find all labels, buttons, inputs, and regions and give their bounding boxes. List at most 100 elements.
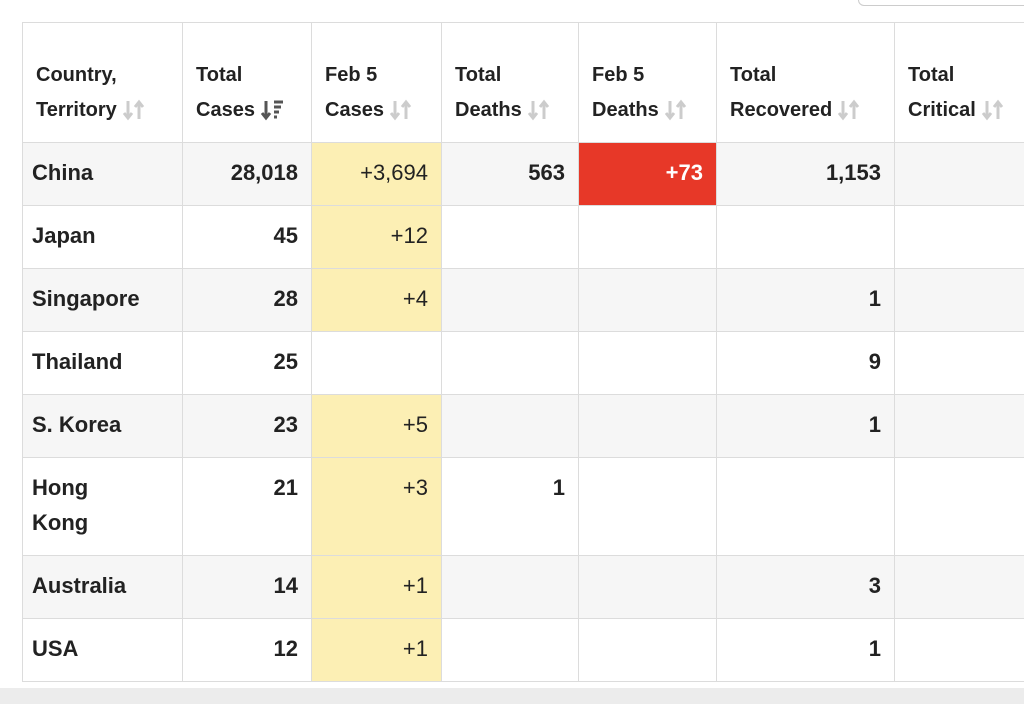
cell-text: +1 [402, 636, 428, 661]
value-cell [578, 555, 717, 619]
country-cell: China [22, 142, 183, 206]
value-cell: 1 [716, 394, 895, 458]
column-header[interactable]: Total Deaths [441, 22, 579, 143]
header-label: Total Deaths [455, 58, 522, 128]
value-cell: +3 [311, 457, 442, 556]
scrollbar[interactable] [0, 688, 1024, 704]
value-cell: 28 [182, 268, 312, 332]
table-row: China 28,018 +3,694 563 +73 1,153 3,859 [22, 142, 1024, 206]
value-cell [311, 331, 442, 395]
value-cell: +73 [578, 142, 717, 206]
table-row: Hong Kong 21 +3 1 [22, 457, 1024, 556]
value-cell: 1,153 [716, 142, 895, 206]
country-cell: USA [22, 618, 183, 682]
table-row: USA 12 +1 1 [22, 618, 1024, 682]
table-row: Thailand 25 91 [22, 331, 1024, 395]
header-label: Total Cases [196, 58, 255, 128]
cell-text: +12 [390, 223, 428, 248]
value-cell [441, 331, 579, 395]
cell-text: 28,018 [230, 160, 298, 185]
table-row: Japan 45 +12 [22, 205, 1024, 269]
header-line: Cases [325, 99, 384, 121]
cell-text: 21 [273, 475, 298, 500]
column-header[interactable]: Total Cases [182, 22, 312, 143]
header-label: Feb 5 Cases [325, 58, 384, 128]
header-line: Territory [36, 99, 117, 121]
sort-icon[interactable] [122, 98, 147, 122]
cell-text: 1 [552, 475, 565, 500]
value-cell: 3,859 [894, 142, 1024, 206]
cell-text: 25 [273, 349, 298, 374]
header-line: Feb 5 [592, 64, 645, 86]
table-row: Singapore 28 +4 1 [22, 268, 1024, 332]
column-header[interactable]: Total Recovered [716, 22, 895, 143]
table-body: China 28,018 +3,694 563 +73 1,153 3,859 Japan 45… [22, 142, 1024, 682]
value-cell [578, 394, 717, 458]
header-line: Total [455, 64, 502, 86]
sort-icon[interactable] [664, 98, 689, 122]
value-cell: 1 [716, 618, 895, 682]
header-line: Deaths [592, 99, 659, 121]
cell-text: 3 [868, 573, 881, 598]
header-line: Deaths [455, 99, 522, 121]
cell-text: +3 [402, 475, 428, 500]
header-label: Total Critical [908, 58, 976, 128]
value-cell [894, 457, 1024, 556]
value-cell: 45 [182, 205, 312, 269]
cell-text: Australia [32, 573, 127, 598]
value-cell [716, 457, 895, 556]
sort-icon[interactable] [260, 98, 285, 122]
header-row: Country, Territory Total Cases Feb 5 Cases Tot… [22, 22, 1024, 143]
value-cell: 21 [182, 457, 312, 556]
cases-table: Country, Territory Total Cases Feb 5 Cases Tot… [22, 22, 1024, 682]
header-label: Country, Territory [36, 58, 117, 128]
country-cell: Hong Kong [22, 457, 183, 556]
cell-text: +1 [402, 573, 428, 598]
value-cell: 23 [182, 394, 312, 458]
value-cell [441, 205, 579, 269]
value-cell [894, 618, 1024, 682]
value-cell [894, 268, 1024, 332]
header-line: Recovered [730, 99, 833, 121]
column-header[interactable]: Country, Territory [22, 22, 183, 143]
column-header[interactable]: Total Critical [894, 22, 1024, 143]
table-container: Country, Territory Total Cases Feb 5 Cases Tot… [22, 22, 1024, 688]
header-line: Total [196, 64, 243, 86]
sort-icon[interactable] [527, 98, 552, 122]
cell-text: 1 [868, 636, 881, 661]
cell-text: 9 [868, 349, 881, 374]
value-cell: 9 [716, 331, 895, 395]
value-cell: +5 [311, 394, 442, 458]
table-row: S. Korea 23 +5 1 [22, 394, 1024, 458]
sort-icon[interactable] [838, 98, 862, 122]
search-box[interactable] [858, 0, 1024, 6]
header-line: Cases [196, 99, 255, 121]
value-cell: 1 [716, 268, 895, 332]
value-cell [441, 555, 579, 619]
country-cell: Singapore [22, 268, 183, 332]
cell-text: 1,153 [825, 160, 881, 185]
sort-icon[interactable] [981, 98, 1006, 122]
country-cell: Thailand [22, 331, 183, 395]
value-cell [578, 205, 717, 269]
value-cell: +1 [311, 618, 442, 682]
column-header[interactable]: Feb 5 Cases [311, 22, 442, 143]
header-label: Total Recovered [730, 58, 832, 128]
cell-text: 28 [273, 286, 298, 311]
cell-text: 45 [273, 223, 298, 248]
cell-text: Singapore [32, 286, 140, 311]
cell-text: Hong Kong [32, 475, 89, 535]
sort-icon[interactable] [389, 98, 414, 122]
value-cell: 1 [441, 457, 579, 556]
column-header[interactable]: Feb 5 Deaths [578, 22, 717, 143]
value-cell: 28,018 [182, 142, 312, 206]
header-line: Feb 5 [325, 64, 378, 86]
cell-text: 14 [273, 573, 298, 598]
value-cell: 25 [182, 331, 312, 395]
header-line: Total [908, 64, 955, 86]
header-line: Critical [908, 99, 976, 121]
value-cell [578, 457, 717, 556]
value-cell [578, 331, 717, 395]
cell-text: USA [32, 636, 79, 661]
